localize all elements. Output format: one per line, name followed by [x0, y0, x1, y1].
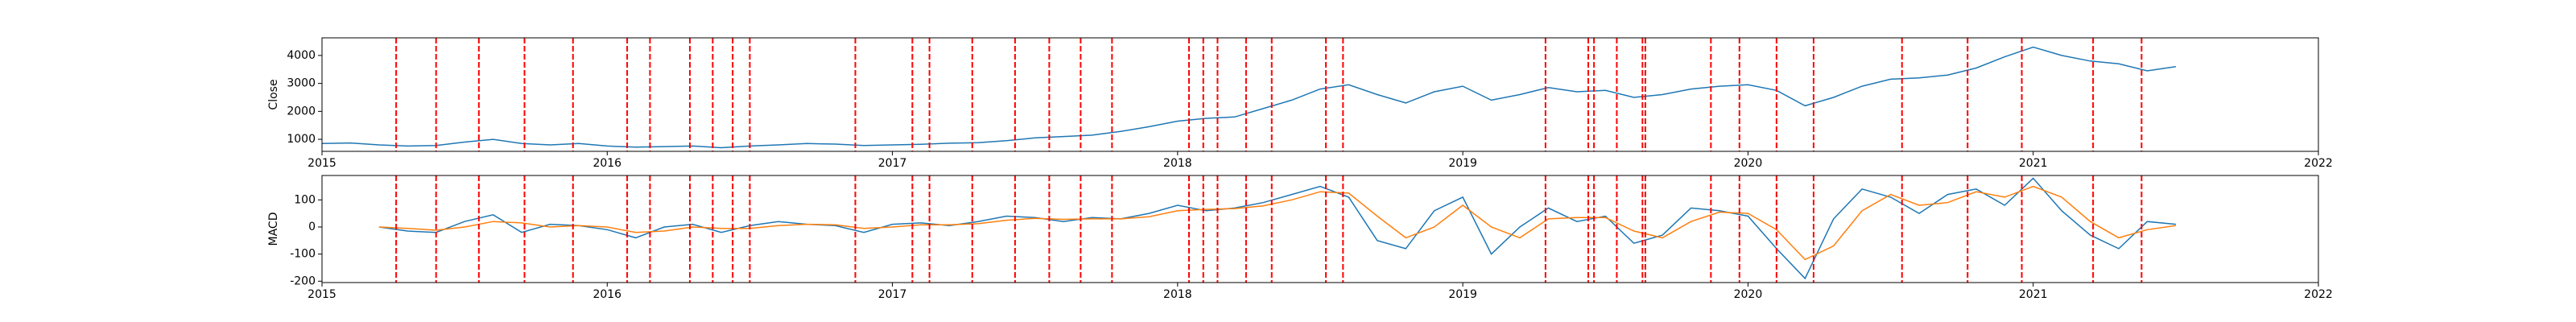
x-tick-label: 2021 — [2019, 157, 2048, 170]
y-tick-label: 1000 — [287, 133, 316, 146]
x-tick-label: 2016 — [592, 288, 621, 301]
x-tick-label: 2019 — [1448, 288, 1477, 301]
axes-frame — [321, 37, 2319, 152]
y-tick-label: 2000 — [287, 105, 316, 118]
x-tick-label: 2022 — [2304, 288, 2333, 301]
x-tick-label: 2018 — [1163, 157, 1192, 170]
data-line — [378, 185, 2177, 261]
y-axis-label: MACD — [267, 213, 280, 246]
data-line — [378, 177, 2176, 280]
y-tick-label: -200 — [290, 275, 316, 287]
y-tick-label: 100 — [294, 193, 316, 206]
x-tick-label: 2021 — [2019, 288, 2048, 301]
y-tick-label: 0 — [308, 221, 316, 233]
y-axis-label: Close — [267, 79, 280, 109]
x-tick-label: 2020 — [1734, 157, 1763, 170]
x-tick-label: 2018 — [1163, 288, 1192, 301]
x-tick-label: 2017 — [878, 288, 907, 301]
x-tick-label: 2022 — [2304, 157, 2333, 170]
data-line — [321, 46, 2177, 149]
y-tick-label: 3000 — [287, 77, 316, 90]
x-tick-label: 2020 — [1734, 288, 1763, 301]
x-tick-label: 2017 — [878, 157, 907, 170]
y-tick-label: -100 — [290, 248, 316, 261]
y-tick-label: 4000 — [287, 49, 316, 62]
x-tick-label: 2019 — [1448, 157, 1477, 170]
x-tick-label: 2016 — [592, 157, 621, 170]
x-tick-label: 2015 — [308, 288, 336, 301]
axes-frame — [321, 175, 2319, 283]
x-tick-label: 2015 — [308, 157, 336, 170]
